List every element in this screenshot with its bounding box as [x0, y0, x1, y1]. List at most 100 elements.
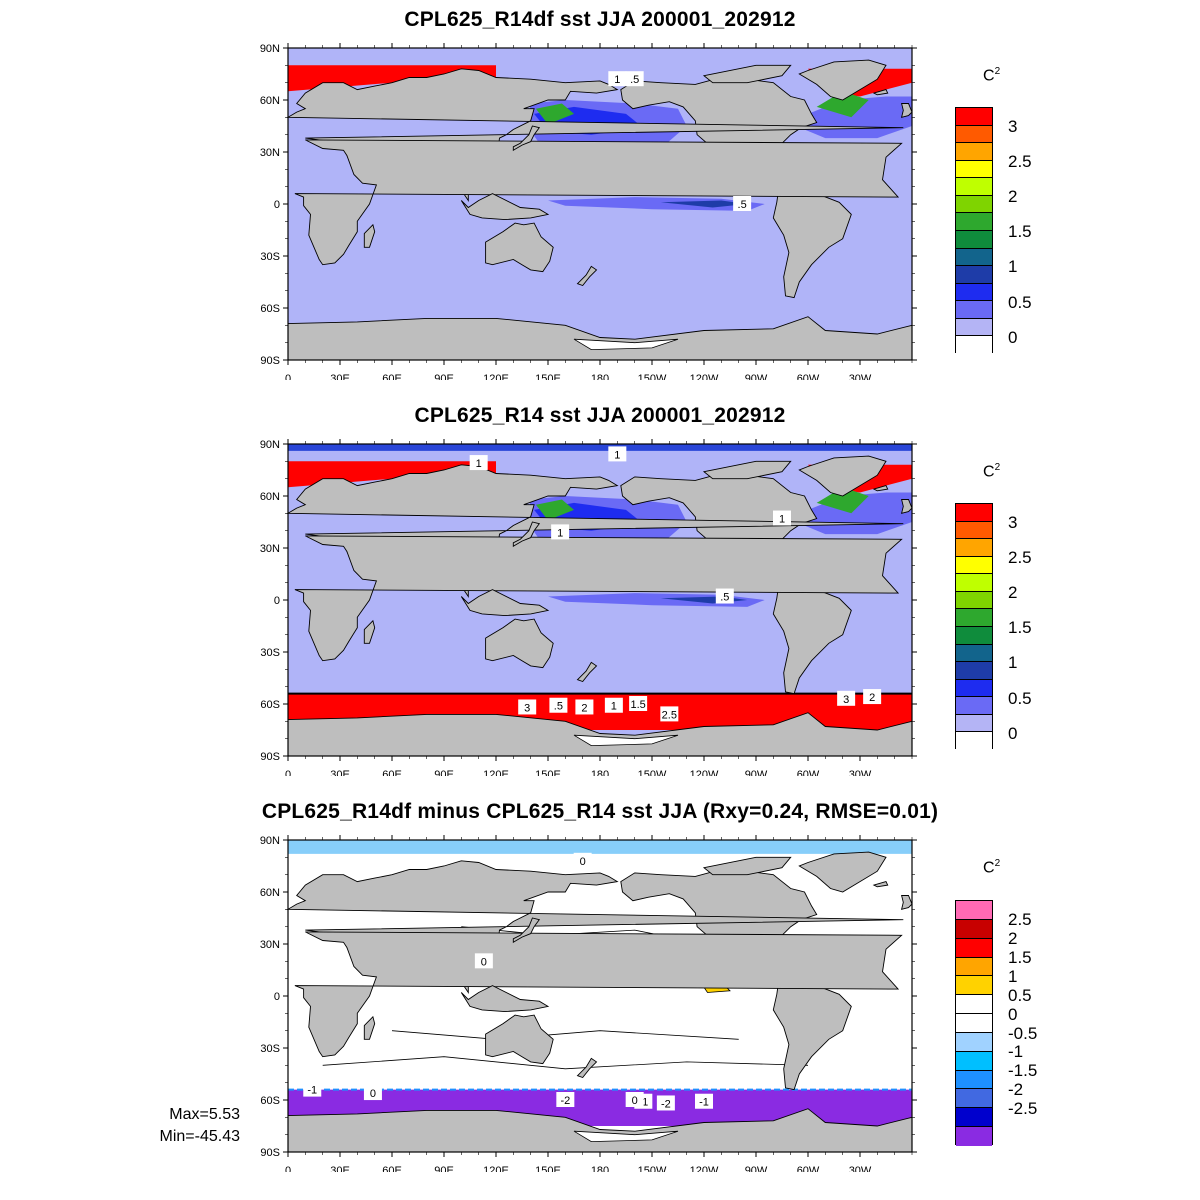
land-australia: [485, 1014, 554, 1065]
land-madagascar: [363, 223, 376, 248]
okhotsk-green: [535, 499, 574, 521]
colorbar-box: [956, 108, 992, 126]
land-japan: [512, 521, 541, 548]
colorbar-box: [956, 283, 992, 302]
land-south-america: [772, 978, 852, 1091]
lat-label: 90N: [260, 835, 280, 847]
lon-label: 0: [285, 373, 291, 380]
labrador-green: [816, 91, 869, 118]
lon-label: 0: [285, 769, 291, 776]
colorbar-box: [956, 644, 992, 663]
contour-label: 3: [524, 702, 530, 714]
contour-label-box: [695, 1093, 713, 1109]
land-madagascar: [363, 619, 376, 644]
colorbar-box: [956, 697, 992, 715]
colorbar-label: 0: [1008, 327, 1018, 347]
contour-label-box: [656, 1095, 675, 1111]
land-uk: [900, 895, 913, 910]
lat-label: 90S: [260, 1147, 280, 1159]
contour-label: -1: [307, 1085, 317, 1097]
land-new-zealand: [576, 265, 598, 287]
contour-label-box: [556, 1092, 575, 1107]
contour-label-box: [863, 689, 882, 705]
lat-label: 30N: [260, 147, 280, 159]
contour-label-box: [733, 196, 752, 211]
min-stat: Min=-45.43: [159, 1128, 241, 1145]
lon-label: 60E: [382, 373, 402, 380]
land-japan: [512, 917, 541, 944]
lat-label: 90S: [260, 355, 280, 367]
colorbar-box: [956, 1108, 992, 1128]
ross-ice-shelf: [573, 1130, 679, 1143]
panel-1-title: CPL625_R14df sst JJA 200001_202912: [404, 8, 796, 31]
colorbar-box: [956, 591, 992, 610]
land-borneo-indonesia: [460, 589, 550, 617]
contour-label: .5: [630, 74, 639, 86]
lon-label: 30E: [330, 769, 350, 776]
panel-3-map: 90N 60N 30N 0 30S 60S 90S 0 30E 60E 90E 120E 150E 180…: [260, 835, 917, 1172]
contour-label: 1: [557, 527, 563, 539]
lon-label: 90E: [434, 373, 454, 380]
lon-label: 180: [591, 769, 609, 776]
lon-label: 150E: [535, 373, 561, 380]
land-iceland: [872, 881, 889, 888]
lon-label: 120E: [483, 769, 509, 776]
colorbar-box: [956, 318, 992, 337]
panel-2-map: 90N 60N 30N 0 30S 60S 90S 0 30E 60E 90E 120E 150E 180…: [260, 439, 917, 776]
colorbar-box: [956, 714, 992, 733]
lat-label: 30N: [260, 939, 280, 951]
equatorial-pacific-tongue: [548, 197, 765, 211]
colorbar-box: [956, 976, 992, 996]
contour-label-box: [625, 71, 644, 87]
land-australia: [485, 222, 554, 273]
contour-label-box: [518, 699, 537, 715]
land-borneo-indonesia: [460, 985, 550, 1013]
land-australia: [485, 618, 554, 669]
arctic-band: [288, 444, 912, 451]
contour-label-box: [469, 455, 488, 471]
land-iceland: [872, 89, 889, 96]
colorbar-box: [956, 1051, 992, 1071]
contour-label: 1: [614, 74, 620, 86]
contour-label: -1: [699, 1097, 709, 1109]
land-africa: [294, 139, 903, 266]
lon-label: 60W: [797, 373, 820, 380]
max-stat: Max=5.53: [169, 1106, 240, 1123]
lon-label: 120E: [483, 1165, 509, 1172]
panel-2-colorbar: [955, 503, 993, 750]
colorbar-box: [956, 336, 992, 354]
panel-2-unit-label: C2: [983, 462, 1001, 481]
panel-1-colorbar: [955, 107, 993, 354]
colorbar-box: [956, 125, 992, 144]
colorbar-label: -2.5: [1008, 1098, 1038, 1118]
colorbar-box: [956, 556, 992, 575]
colorbar-label: 0.5: [1008, 688, 1032, 708]
land-japan: [512, 125, 541, 152]
land-greenland: [798, 851, 887, 893]
map-frame-group: 90N 60N 30N 0 30S 60S 90S 0 30E 60E 90E 120E 150E 180…: [260, 43, 917, 380]
lon-label: 150W: [638, 373, 667, 380]
land-iceland: [872, 485, 889, 492]
colorbar-box: [956, 732, 992, 750]
land-arctic-islands: [702, 64, 792, 84]
colorbar-label: 2.5: [1008, 910, 1032, 930]
lon-label: 60W: [797, 769, 820, 776]
contour-label-box: [363, 1085, 382, 1101]
colorbar-box: [956, 662, 992, 680]
colorbar-box: [956, 521, 992, 540]
contour-label-box: [303, 1081, 322, 1097]
lat-label: 60S: [260, 699, 280, 711]
contour-label: 1: [611, 701, 617, 713]
lon-label: 150E: [535, 1165, 561, 1172]
lat-label: 30N: [260, 543, 280, 555]
ross-ice-shelf: [573, 734, 679, 747]
lat-label: 90S: [260, 751, 280, 763]
colorbar-box: [956, 901, 992, 920]
colorbar-box: [956, 301, 992, 319]
panel-3-title: CPL625_R14df minus CPL625_R14 sst JJA (R…: [261, 800, 939, 823]
land-new-zealand: [576, 1057, 598, 1079]
contour-label-box: [660, 706, 679, 722]
colorbar-box: [956, 995, 992, 1015]
colorbar-label: 1.5: [1008, 222, 1032, 242]
colorbar-box: [956, 938, 992, 958]
